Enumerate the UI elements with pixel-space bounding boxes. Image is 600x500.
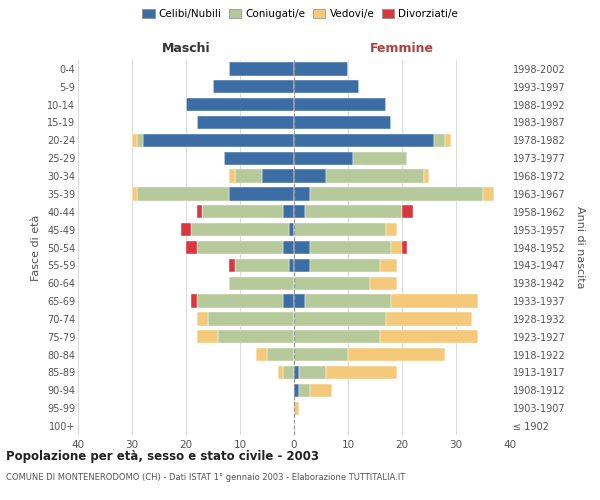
Text: COMUNE DI MONTENERODOMO (CH) - Dati ISTAT 1° gennaio 2003 - Elaborazione TUTTITA: COMUNE DI MONTENERODOMO (CH) - Dati ISTA… [6,472,405,482]
Bar [208,312,294,326]
Bar [229,170,235,183]
Text: Maschi: Maschi [161,42,211,55]
Bar [283,366,294,379]
Bar [197,241,283,254]
Bar [278,366,283,379]
Bar [445,134,451,147]
Bar [294,258,310,272]
Bar [402,205,413,218]
Bar [229,62,294,76]
Bar [299,384,310,397]
Bar [294,348,348,362]
Bar [294,170,326,183]
Bar [132,187,137,200]
Bar [434,134,445,147]
Bar [137,187,229,200]
Bar [197,330,218,344]
Bar [186,241,197,254]
Bar [370,276,397,290]
Bar [305,294,391,308]
Bar [224,152,294,165]
Bar [310,241,391,254]
Bar [299,366,326,379]
Bar [294,98,386,112]
Bar [283,205,294,218]
Bar [294,384,299,397]
Bar [294,223,386,236]
Bar [386,223,397,236]
Bar [132,134,137,147]
Bar [294,62,348,76]
Y-axis label: Anni di nascita: Anni di nascita [575,206,585,289]
Text: Popolazione per età, sesso e stato civile - 2003: Popolazione per età, sesso e stato civil… [6,450,319,463]
Bar [294,312,386,326]
Bar [310,258,380,272]
Bar [191,223,289,236]
Bar [235,258,289,272]
Bar [326,170,424,183]
Bar [294,294,305,308]
Bar [191,294,197,308]
Bar [294,134,434,147]
Bar [218,330,294,344]
Bar [294,366,299,379]
Bar [262,170,294,183]
Bar [294,276,370,290]
Bar [197,294,283,308]
Bar [294,330,380,344]
Bar [137,134,143,147]
Bar [294,402,299,415]
Bar [310,187,483,200]
Bar [181,223,191,236]
Bar [294,241,310,254]
Bar [294,116,391,129]
Bar [229,276,294,290]
Bar [289,223,294,236]
Legend: Celibi/Nubili, Coniugati/e, Vedovi/e, Divorziati/e: Celibi/Nubili, Coniugati/e, Vedovi/e, Di… [138,5,462,24]
Bar [353,152,407,165]
Bar [186,98,294,112]
Bar [310,384,332,397]
Bar [305,205,402,218]
Bar [402,241,407,254]
Bar [235,170,262,183]
Bar [483,187,494,200]
Bar [283,294,294,308]
Bar [213,80,294,94]
Bar [294,152,353,165]
Bar [143,134,294,147]
Bar [294,205,305,218]
Bar [424,170,429,183]
Bar [348,348,445,362]
Bar [326,366,397,379]
Bar [197,312,208,326]
Y-axis label: Fasce di età: Fasce di età [31,214,41,280]
Bar [283,241,294,254]
Bar [294,80,359,94]
Bar [229,258,235,272]
Bar [229,187,294,200]
Bar [202,205,283,218]
Text: Femmine: Femmine [370,42,434,55]
Bar [267,348,294,362]
Bar [391,294,478,308]
Bar [256,348,267,362]
Bar [294,187,310,200]
Bar [380,330,478,344]
Bar [380,258,397,272]
Bar [391,241,402,254]
Bar [197,116,294,129]
Bar [197,205,202,218]
Bar [386,312,472,326]
Bar [289,258,294,272]
